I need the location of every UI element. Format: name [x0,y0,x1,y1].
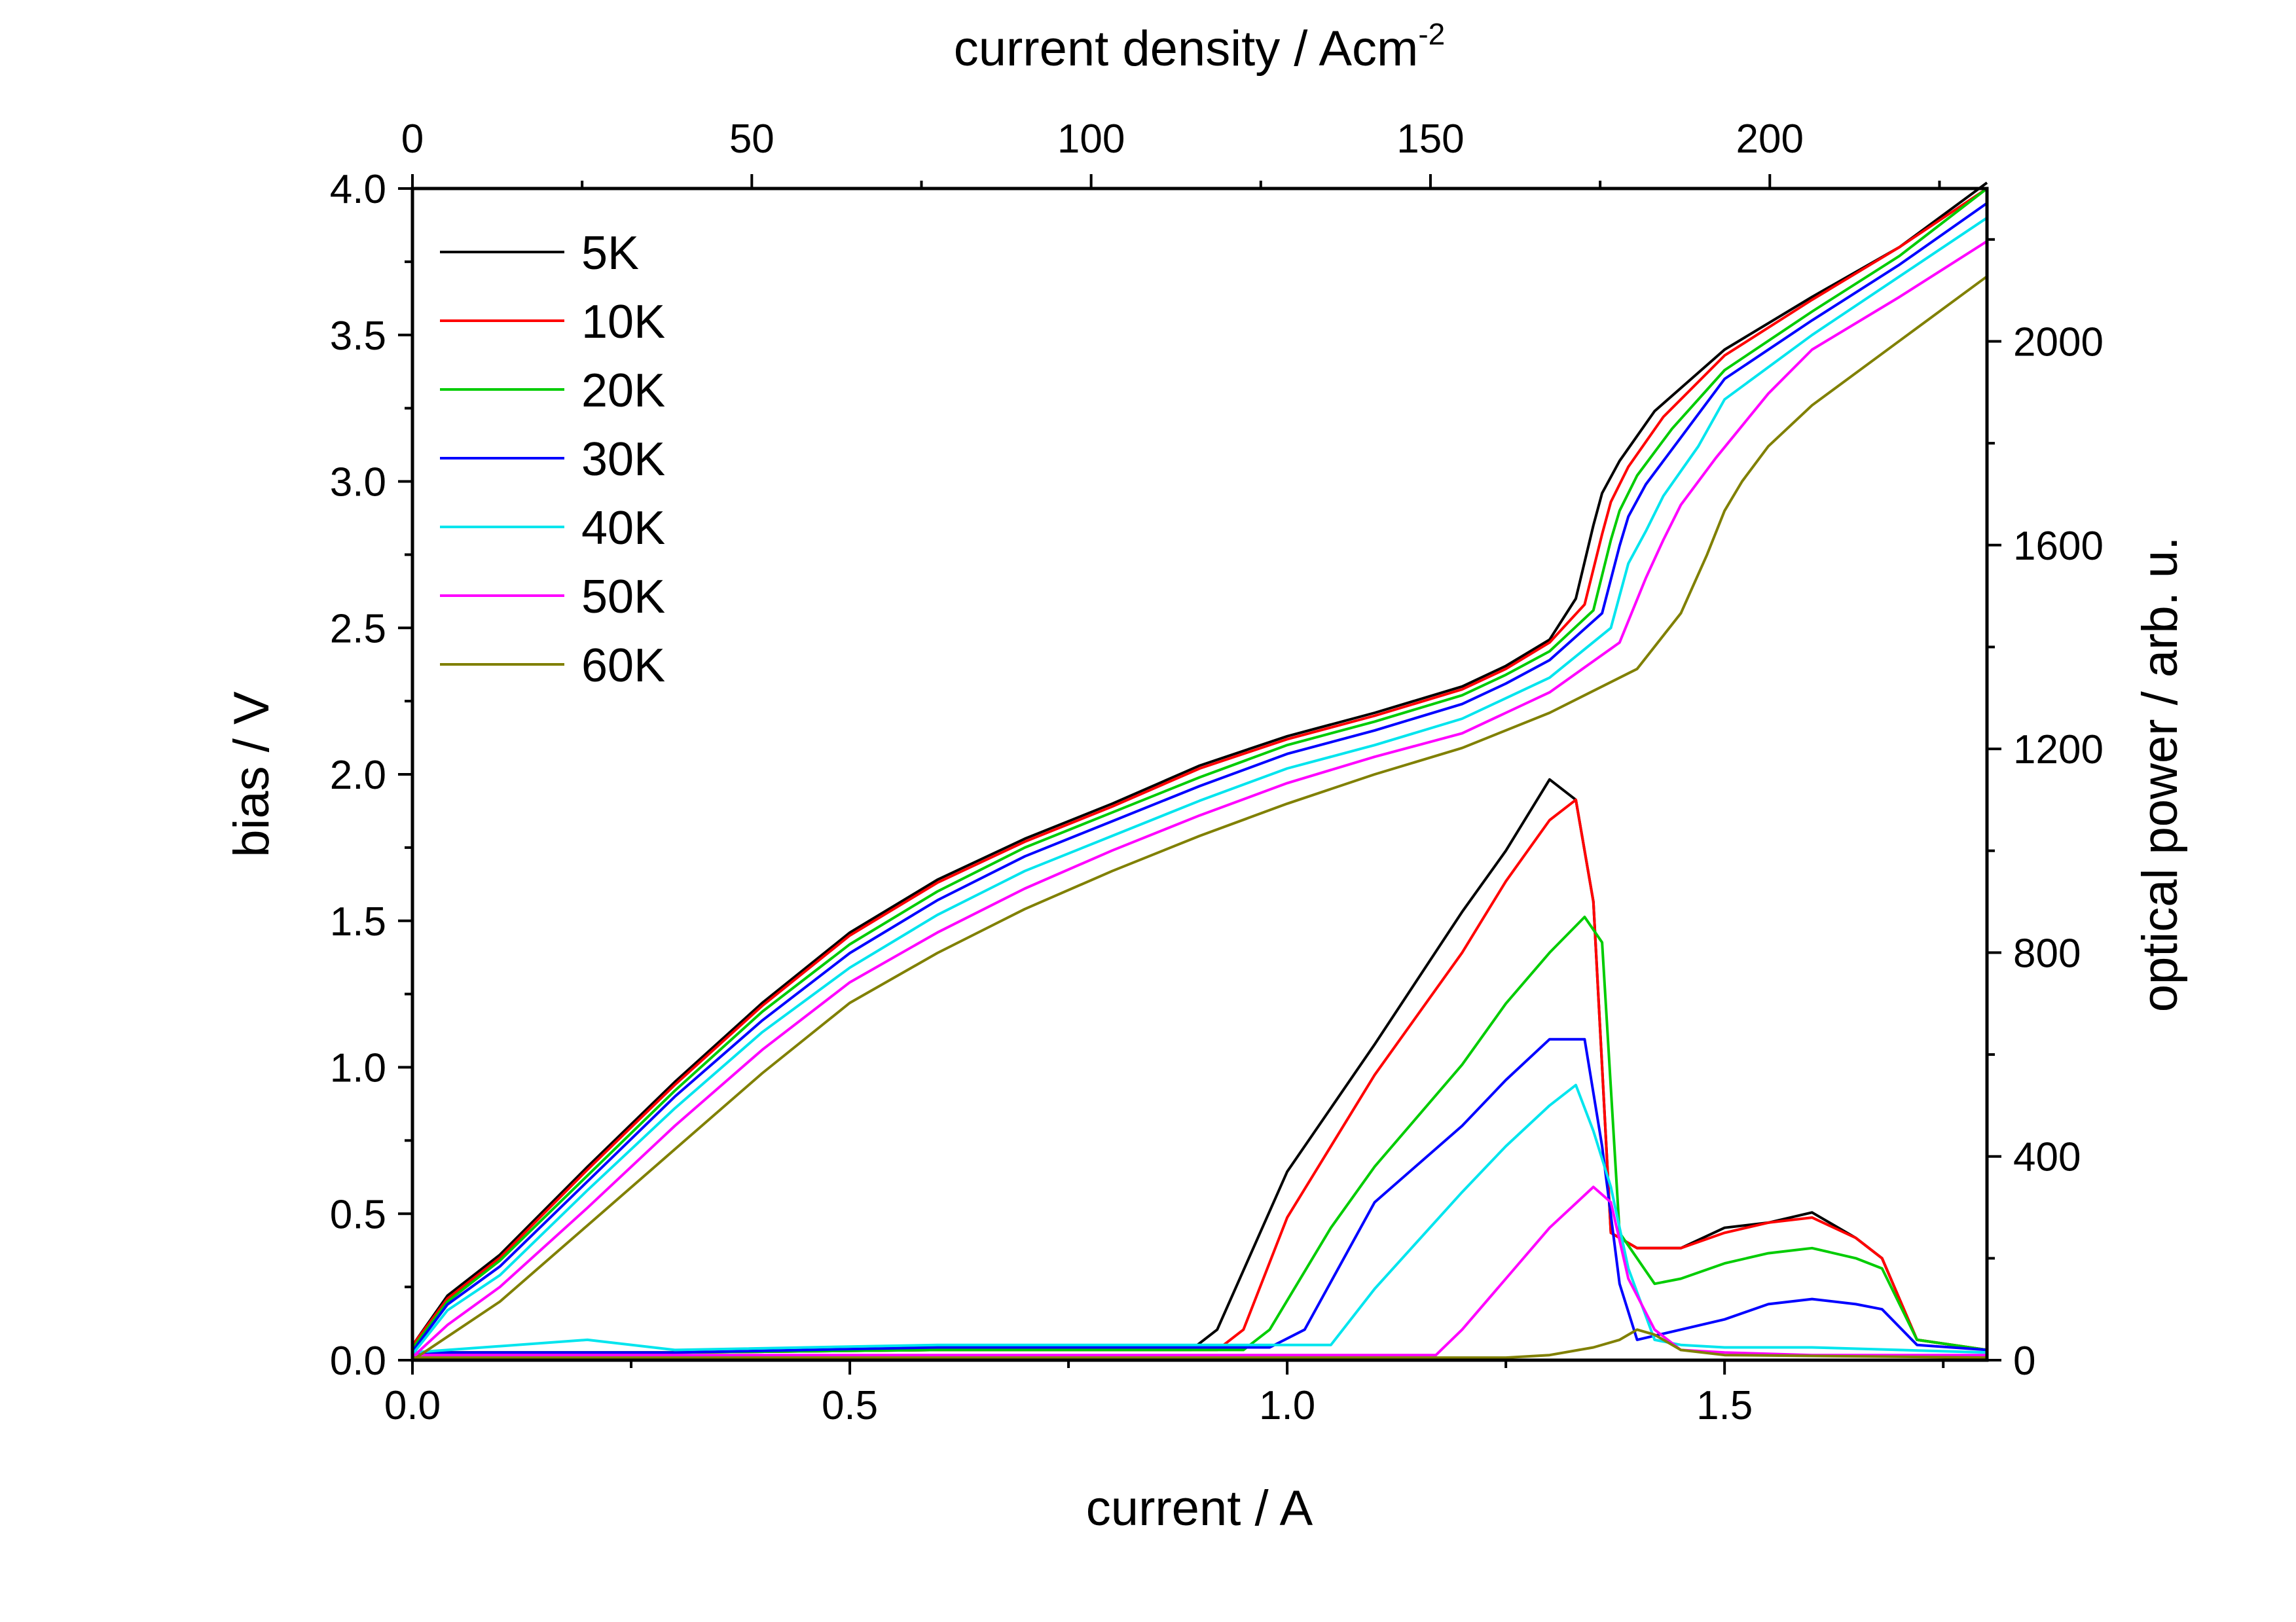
series-line-bias-20k [411,187,1988,1350]
series-line-bias-40k [411,217,1988,1356]
y-tick-label: 1.0 [330,1046,386,1091]
series-line-power-30k [412,1037,1988,1354]
x2-tick-label: 100 [1057,117,1125,162]
legend-label-30k: 30K [581,433,665,486]
series-line-bias-30k [411,202,1988,1352]
x2-tick-label: 200 [1736,117,1804,162]
legend-label-5k: 5K [581,227,639,279]
legend-label-50k: 50K [581,571,665,623]
series-line-bias-50k [411,240,1988,1358]
y-tick-label: 0.0 [330,1339,386,1384]
series-line-power-10k [412,798,1988,1354]
y-tick-label: 1.5 [330,899,386,945]
y-tick-label: 3.5 [330,314,386,359]
series-line-power-20k [412,915,1988,1354]
y2-tick-label: 1200 [2013,727,2104,772]
y-tick-label: 3.0 [330,460,386,505]
x-tick-label: 1.0 [1259,1383,1315,1428]
x2-axis-title-main: current density / Acm [954,21,1419,77]
series-line-bias-10k [411,187,1988,1346]
series-line-power-60k [412,1328,1988,1360]
y-tick-label: 0.5 [330,1192,386,1237]
x2-axis-title: current density / Acm-2 [954,17,1446,77]
x-tick-label: 0.0 [384,1383,441,1428]
y2-tick-label: 400 [2013,1135,2081,1180]
legend: 5K 10K 20K 30K 40K 50K 60K [440,227,665,692]
y2-axis-title: optical power / arb. u. [2132,537,2188,1013]
legend-label-20k: 20K [581,365,665,417]
y-axis-title: bias / V [224,691,280,857]
x-axis-title: current / A [1086,1481,1313,1536]
x2-tick-label: 150 [1396,117,1464,162]
legend-label-10k: 10K [581,296,665,348]
y2-tick-label: 2000 [2013,319,2104,365]
y2-tick-label: 800 [2013,931,2081,976]
x2-tick-label: 50 [729,117,774,162]
y2-tick-label: 0 [2013,1339,2035,1384]
x-tick-label: 0.5 [822,1383,878,1428]
legend-label-40k: 40K [581,502,665,554]
y2-tick-label: 1600 [2013,524,2104,569]
y-tick-label: 2.0 [330,753,386,798]
series-line-bias-5k [411,181,1988,1346]
x2-axis-title-superscript: -2 [1418,17,1445,51]
legend-label-60k: 60K [581,640,665,692]
x2-tick-label: 0 [401,117,424,162]
series-layer [411,181,1988,1361]
plot-background [412,189,1987,1360]
ticks-layer: 0.0 0.5 1.0 1.5 0.0 0.5 1.0 1.5 2.0 2.5 3.0 3.5 4.0 0… [330,117,2104,1428]
y-tick-label: 4.0 [330,167,386,212]
series-line-bias-60k [411,275,1988,1361]
series-line-power-50k [412,1185,1987,1357]
y-tick-label: 2.5 [330,606,386,651]
x-tick-label: 1.5 [1696,1383,1753,1428]
series-line-power-40k [412,1083,1988,1354]
